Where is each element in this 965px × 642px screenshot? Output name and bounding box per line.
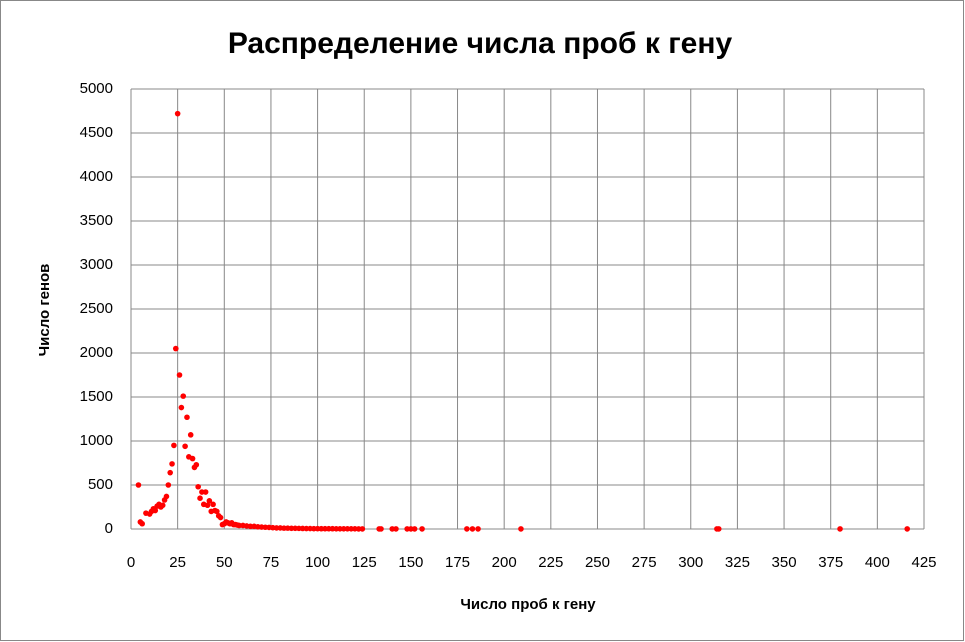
point [419, 526, 425, 532]
y-tick-label: 5000 [80, 80, 113, 97]
x-tick-label: 200 [492, 554, 517, 571]
y-tick-label: 3000 [80, 256, 113, 273]
point [518, 526, 524, 532]
x-tick-label: 150 [398, 554, 423, 571]
point [217, 514, 224, 521]
point [904, 526, 911, 532]
point [189, 455, 196, 462]
y-tick-label: 0 [105, 520, 113, 537]
point [159, 502, 166, 509]
point [171, 442, 177, 449]
x-tick-label: 425 [911, 554, 936, 571]
x-tick-label: 25 [169, 554, 186, 571]
chart-title: Распределение числа проб к гену [228, 27, 733, 60]
point [182, 443, 188, 450]
point [135, 482, 142, 488]
y-tick-label: 4000 [80, 168, 113, 185]
point [163, 493, 170, 500]
x-tick-label: 175 [445, 554, 470, 571]
y-tick-label: 1500 [80, 388, 113, 405]
point [139, 520, 145, 527]
point [167, 469, 173, 476]
point [172, 345, 179, 352]
point [475, 526, 481, 532]
point [210, 501, 216, 508]
x-tick-label: 100 [305, 554, 330, 571]
point [195, 483, 201, 490]
point [359, 526, 366, 532]
point [176, 372, 183, 378]
y-tick-label: 500 [88, 476, 113, 493]
point [378, 526, 384, 532]
point [152, 507, 159, 514]
point [715, 526, 722, 532]
x-tick-label: 325 [725, 554, 750, 571]
x-tick-label: 225 [538, 554, 563, 571]
point [165, 482, 172, 488]
y-axis-label: Число генов [36, 264, 53, 357]
x-tick-label: 75 [263, 554, 280, 571]
x-tick-label: 50 [216, 554, 233, 571]
y-tick-label: 1000 [80, 432, 113, 449]
point [180, 393, 187, 399]
point [206, 498, 213, 504]
x-axis-label: Число проб к гену [460, 596, 596, 613]
point [464, 526, 470, 532]
point [187, 432, 194, 438]
point [184, 414, 190, 421]
point [837, 526, 843, 532]
point [169, 461, 175, 467]
point [393, 526, 399, 532]
y-tick-label: 3500 [80, 212, 113, 229]
x-tick-label: 400 [865, 554, 890, 571]
x-tick-label: 300 [678, 554, 703, 571]
x-tick-label: 0 [127, 554, 135, 571]
point [469, 526, 476, 532]
point [202, 489, 209, 495]
x-tick-label: 275 [632, 554, 657, 571]
y-tick-label: 4500 [80, 124, 113, 141]
y-tick-label: 2000 [80, 344, 113, 361]
point [193, 461, 200, 468]
point [197, 495, 203, 502]
point [411, 526, 418, 532]
point [174, 110, 181, 117]
y-tick-label: 2500 [80, 300, 113, 317]
x-tick-label: 125 [352, 554, 377, 571]
x-tick-label: 350 [772, 554, 797, 571]
x-tick-label: 250 [585, 554, 610, 571]
x-tick-label: 375 [818, 554, 843, 571]
point [214, 508, 220, 515]
point [204, 502, 211, 509]
point [178, 404, 185, 411]
